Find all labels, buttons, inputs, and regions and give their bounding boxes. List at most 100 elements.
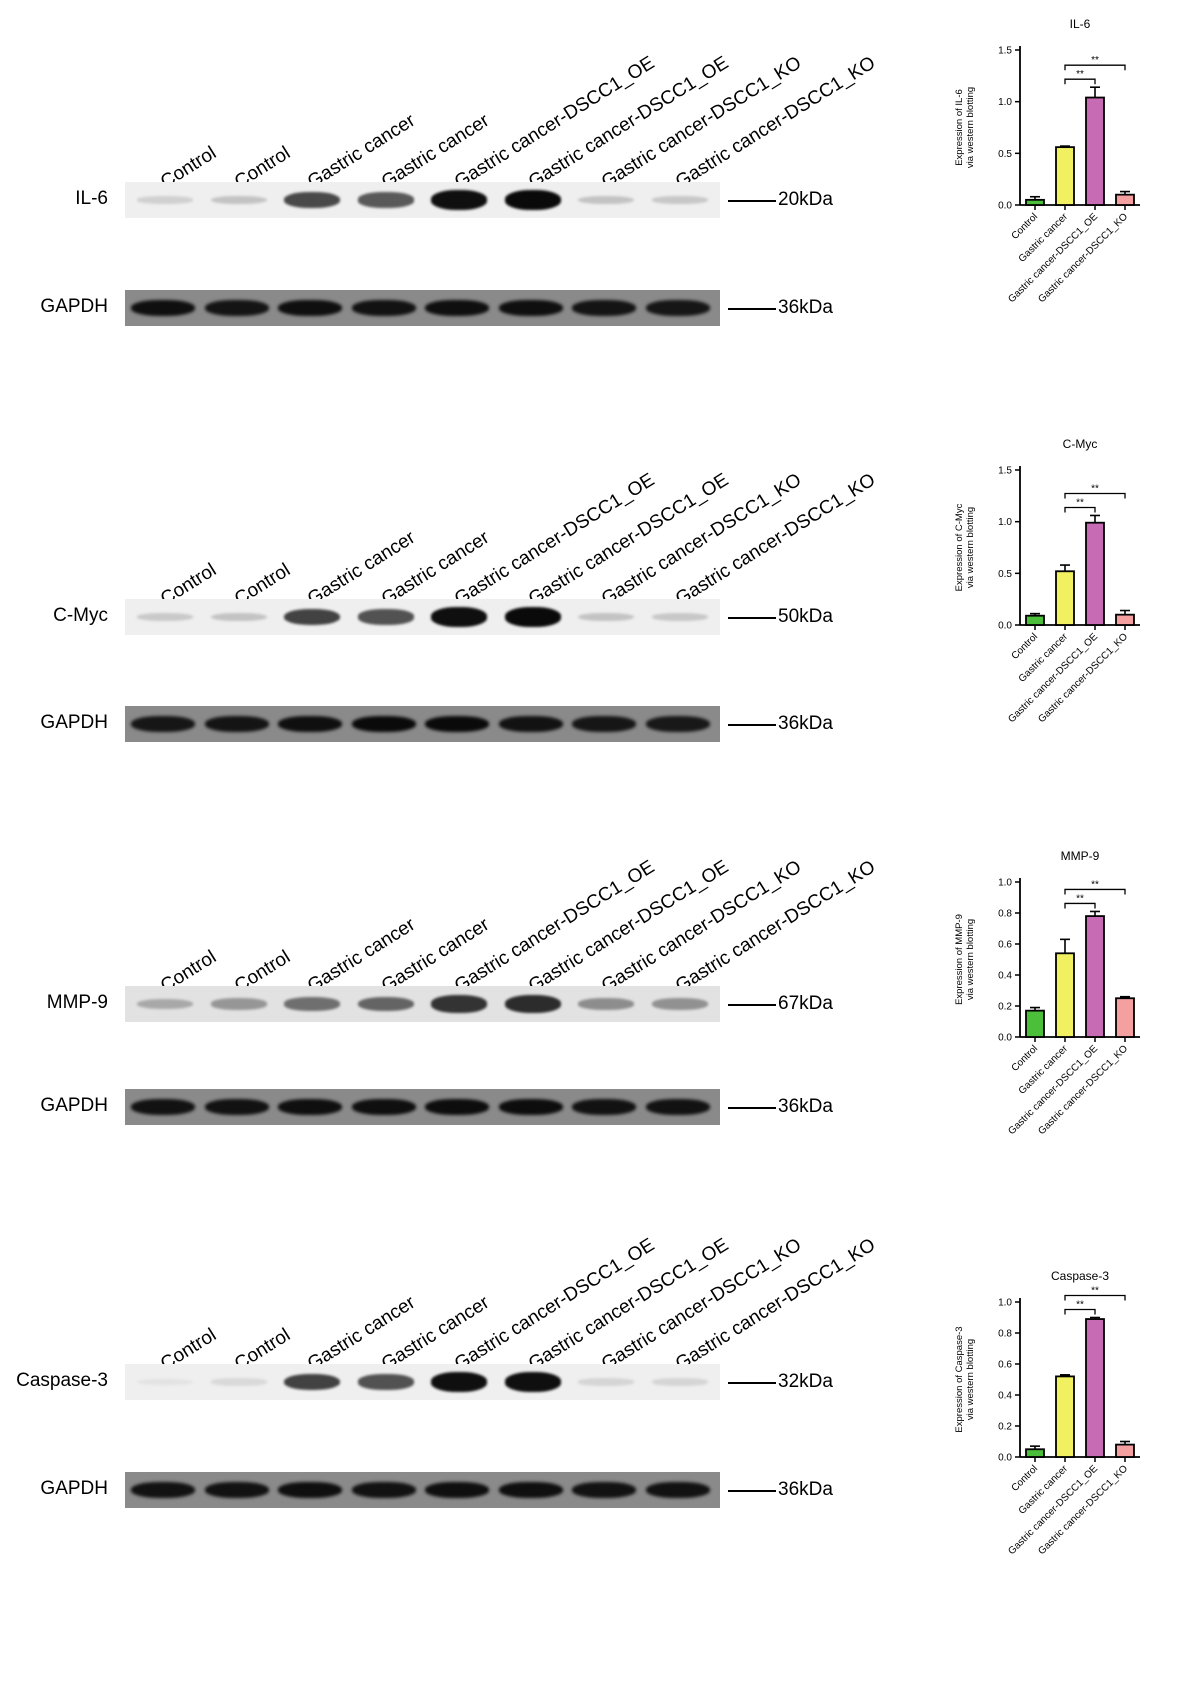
loading-size-label: 36kDa <box>778 297 833 318</box>
loading-band <box>572 1482 636 1498</box>
target-band <box>284 997 340 1011</box>
y-tick-label: 0.5 <box>998 569 1012 580</box>
bar <box>1055 146 1075 206</box>
target-protein-label: C-Myc <box>53 605 108 626</box>
loading-band <box>498 1099 563 1115</box>
loading-band <box>645 1482 710 1498</box>
target-band <box>504 1372 561 1392</box>
significance-bracket <box>1064 64 1126 71</box>
loading-band <box>204 1482 269 1498</box>
loading-blot-strip <box>125 706 720 742</box>
significance-label: ** <box>1091 1286 1099 1297</box>
y-tick-label: 0.5 <box>998 149 1012 160</box>
bar <box>1025 614 1045 626</box>
loading-control-label: GAPDH <box>40 296 108 317</box>
loading-band <box>572 1099 636 1115</box>
target-band <box>651 1378 708 1386</box>
significance-bracket <box>1064 492 1126 499</box>
chart-title: Caspase-3 <box>1051 1269 1109 1283</box>
target-band <box>210 195 267 205</box>
significance-bracket <box>1064 78 1096 85</box>
y-tick-label: 0.2 <box>998 1422 1012 1433</box>
loading-band <box>425 1099 489 1115</box>
target-blot-strip <box>125 1364 720 1400</box>
loading-band <box>572 716 636 732</box>
significance-label: ** <box>1091 483 1099 494</box>
loading-band <box>278 1099 342 1115</box>
loading-band <box>204 716 269 732</box>
bar-chart: C-Myc Expression of C-Myc via western blot… <box>954 437 1140 725</box>
target-blot-strip <box>125 599 720 635</box>
target-band <box>431 190 487 210</box>
loading-band <box>131 300 195 316</box>
y-tick-label: 1.5 <box>998 46 1012 57</box>
target-band <box>651 195 708 205</box>
target-band <box>210 1378 267 1386</box>
target-band <box>284 608 340 626</box>
loading-band <box>131 716 195 732</box>
loading-band <box>204 1099 269 1115</box>
bar <box>1025 198 1045 206</box>
chart-title: IL-6 <box>1070 17 1091 31</box>
loading-band <box>278 716 342 732</box>
significance-bracket <box>1064 1308 1096 1315</box>
target-size-label: 32kDa <box>778 1371 833 1392</box>
loading-band <box>498 1482 563 1498</box>
y-tick-label: 0.8 <box>998 909 1012 920</box>
target-blot-strip <box>125 986 720 1022</box>
loading-size-label: 36kDa <box>778 1096 833 1117</box>
significance-label: ** <box>1076 893 1084 904</box>
target-band <box>284 191 340 209</box>
loading-band <box>351 300 416 316</box>
bar <box>1025 1448 1045 1458</box>
bar <box>1115 1443 1135 1458</box>
loading-band <box>498 716 563 732</box>
marker-line <box>728 308 776 310</box>
y-tick-label: 1.0 <box>998 97 1012 108</box>
target-band <box>357 192 414 208</box>
y-tick-label: 1.0 <box>998 1298 1012 1309</box>
bar <box>1115 613 1135 626</box>
significance-label: ** <box>1091 879 1099 890</box>
bar <box>1025 1009 1045 1038</box>
y-tick-label: 1.0 <box>998 878 1012 889</box>
bar <box>1085 915 1105 1038</box>
bar <box>1085 1318 1105 1458</box>
loading-band <box>572 300 636 316</box>
target-blot-strip <box>125 182 720 218</box>
bar-chart: IL-6 Expression of IL-6 via western blotti… <box>954 17 1140 305</box>
y-tick-label: 0.4 <box>998 1391 1012 1402</box>
target-band <box>578 612 634 622</box>
marker-line <box>728 617 776 619</box>
bar-chart: MMP-9 Expression of MMP-9 via western blot… <box>954 849 1140 1137</box>
lane-labels: Control Control Gastric cancer Gastric canc… <box>150 420 930 625</box>
target-band <box>210 998 267 1010</box>
lane-labels: Control Control Gastric cancer Gastric canc… <box>150 1234 930 1457</box>
loading-band <box>278 1482 342 1498</box>
loading-band <box>351 716 416 732</box>
target-band <box>137 998 193 1010</box>
significance-bracket <box>1064 902 1096 909</box>
loading-band <box>645 300 710 316</box>
y-axis-label: via western blotting <box>965 919 976 1000</box>
target-band <box>431 1372 487 1392</box>
y-tick-label: 0.0 <box>998 1453 1012 1464</box>
target-band <box>137 1378 193 1386</box>
target-band <box>578 1378 634 1386</box>
y-axis-label: Expression of MMP-9 <box>954 914 965 1005</box>
target-band <box>504 190 561 210</box>
target-band <box>137 612 193 622</box>
target-band <box>651 998 708 1010</box>
y-tick-label: 0.4 <box>998 971 1012 982</box>
target-band <box>137 196 193 204</box>
chart-title: C-Myc <box>1063 437 1098 451</box>
lane-labels: Control Control Gastric cancer Gastric canc… <box>150 0 930 205</box>
y-tick-label: 0.6 <box>998 1360 1012 1371</box>
target-band <box>431 995 487 1013</box>
target-size-label: 50kDa <box>778 606 833 627</box>
significance-bracket <box>1064 506 1096 513</box>
loading-band <box>425 300 489 316</box>
target-band <box>357 1374 414 1390</box>
y-tick-label: 0.0 <box>998 621 1012 632</box>
loading-band <box>351 1099 416 1115</box>
